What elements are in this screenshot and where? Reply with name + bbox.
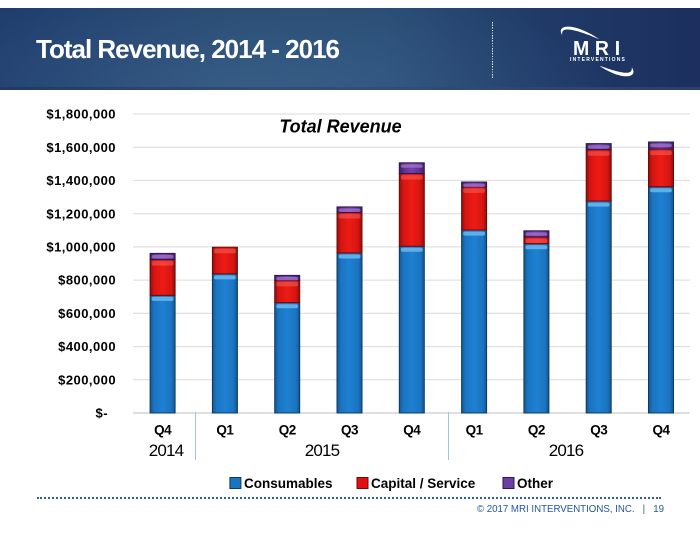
svg-text:2014: 2014 bbox=[149, 441, 184, 460]
svg-text:2015: 2015 bbox=[305, 441, 340, 460]
svg-text:Q2: Q2 bbox=[528, 423, 545, 438]
svg-text:$1,600,000: $1,600,000 bbox=[46, 140, 116, 155]
svg-text:$1,200,000: $1,200,000 bbox=[46, 206, 116, 221]
svg-text:$600,000: $600,000 bbox=[58, 306, 116, 321]
svg-text:$-: $- bbox=[96, 406, 108, 421]
svg-text:INTERVENTIONS: INTERVENTIONS bbox=[570, 57, 626, 63]
svg-text:Q4: Q4 bbox=[154, 423, 172, 438]
svg-text:Q2: Q2 bbox=[279, 423, 296, 438]
svg-text:Q3: Q3 bbox=[590, 423, 608, 438]
svg-text:MRI: MRI bbox=[573, 37, 626, 60]
svg-text:2016: 2016 bbox=[549, 441, 584, 460]
svg-text:Other: Other bbox=[517, 476, 554, 491]
svg-text:$800,000: $800,000 bbox=[58, 273, 116, 288]
svg-text:Q4: Q4 bbox=[403, 423, 421, 438]
svg-text:Capital / Service: Capital / Service bbox=[371, 476, 476, 491]
svg-text:Q1: Q1 bbox=[216, 423, 234, 438]
svg-text:Q1: Q1 bbox=[466, 423, 484, 438]
svg-text:Q4: Q4 bbox=[652, 423, 670, 438]
svg-text:$1,400,000: $1,400,000 bbox=[46, 173, 116, 188]
svg-text:Q3: Q3 bbox=[341, 423, 359, 438]
svg-text:$1,000,000: $1,000,000 bbox=[46, 240, 116, 255]
svg-text:$200,000: $200,000 bbox=[58, 372, 116, 387]
svg-text:Total Revenue: Total Revenue bbox=[279, 117, 401, 137]
svg-text:$1,800,000: $1,800,000 bbox=[46, 107, 116, 122]
svg-text:Consumables: Consumables bbox=[244, 476, 333, 491]
svg-text:$400,000: $400,000 bbox=[58, 339, 116, 354]
